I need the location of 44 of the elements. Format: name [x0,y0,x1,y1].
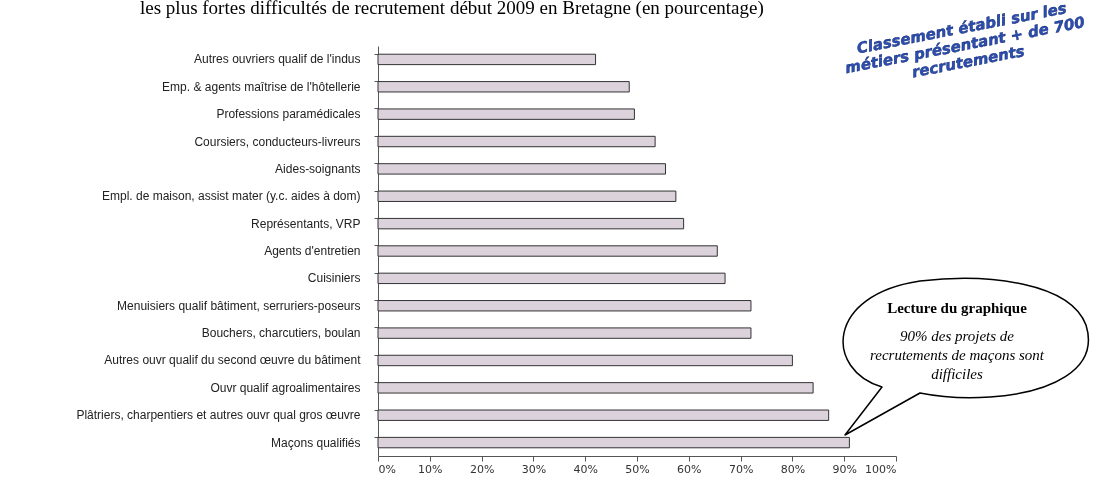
y-tick-label: Agents d'entretien [264,244,361,258]
bar [377,409,830,421]
annotation: 90% des projets de recrutements de maçons sont difficiles [869,327,1045,384]
x-tick-label: 10% [418,462,443,476]
bar [377,354,793,367]
bar [377,436,850,449]
y-tick-label: Empl. de maison, assist mater (y.c. aides à dom) [101,189,361,204]
bar [377,81,630,93]
bar [377,300,752,312]
y-tick-label: Aides-soignants [275,161,361,176]
x-tick-label: 30% [521,462,547,476]
bar [377,245,718,257]
bar [377,190,677,202]
x-tick-label: 100% [865,462,897,476]
x-tick-label: 70% [728,462,754,476]
y-tick-label: Autres ouvriers qualif de l'indus [194,52,361,67]
y-tick-label: Emp. & agents maîtrise de l'hôtellerie [162,79,361,94]
y-tick-label: Représentants, VRP [251,216,361,231]
bar [377,135,656,148]
annotation: Lecture du graphique [886,300,1028,317]
y-tick-label: Professions paramédicales [216,107,361,122]
x-tick-label: 20% [469,462,495,476]
x-tick-label: 90% [832,462,857,476]
bar [377,53,597,66]
x-tick-label: 40% [573,462,598,476]
bar [377,382,814,394]
bar [377,272,726,285]
y-tick-label: Bouchers, charcutiers, boulan [201,326,361,341]
y-tick-label: Menuisiers qualif bâtiment, serruriers-poseurs [117,298,361,313]
bar [377,108,635,120]
y-tick-label: Coursiers, conducteurs-livreurs [194,134,361,149]
y-tick-label: Cuisiniers [307,271,361,286]
y-tick-label: Ouvr qualif agroalimentaires [210,380,361,395]
bar [377,327,752,339]
x-tick-label: 60% [677,462,702,476]
y-tick-label: Autres ouvr qualif du second œuvre du bâtiment [104,353,362,368]
bar [377,217,685,230]
bar [377,163,666,175]
x-tick-label: 50% [625,462,650,476]
chart-title: les plus fortes difficultés de recrutement début 2009 en Bretagne (en pourcentage) [140,0,764,19]
x-tick-label: 0% [378,462,396,476]
y-tick-label: Plâtriers, charpentiers et autres ouvr qual gros œuvre [76,408,361,423]
x-tick-label: 80% [780,462,806,476]
y-tick-label: Maçons qualifiés [271,435,361,450]
